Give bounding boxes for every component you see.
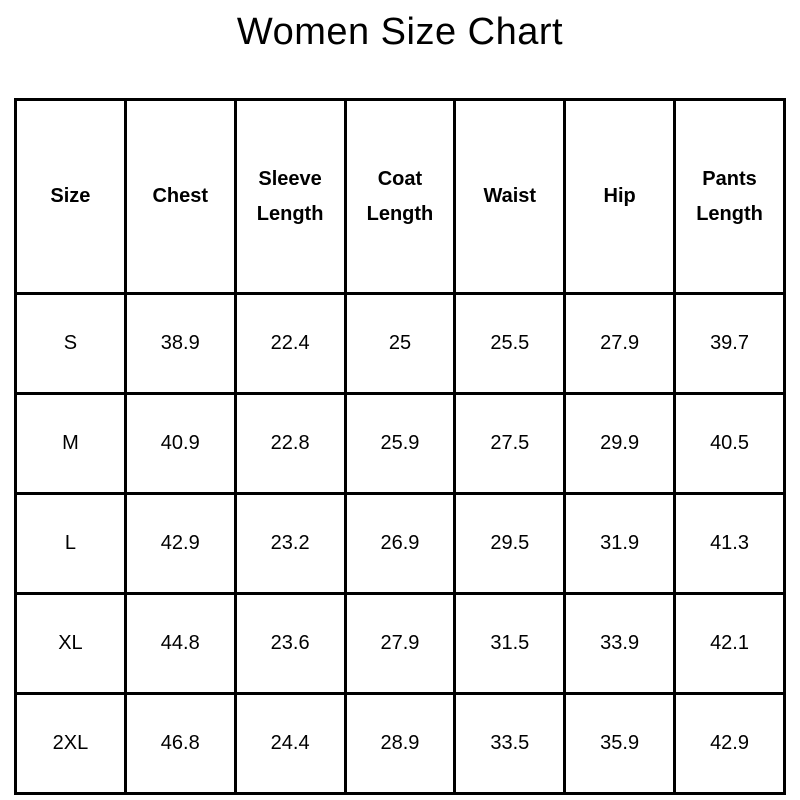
value-cell: 31.9 — [563, 492, 677, 595]
size-cell: 2XL — [14, 692, 127, 795]
column-header-waist: Waist — [453, 98, 567, 295]
table-row-m: M 40.9 22.8 25.9 27.5 29.9 40.5 — [14, 392, 786, 495]
value-cell: 23.2 — [233, 492, 347, 595]
value-cell: 29.9 — [563, 392, 677, 495]
size-cell: M — [14, 392, 127, 495]
table-row-xl: XL 44.8 23.6 27.9 31.5 33.9 42.1 — [14, 592, 786, 695]
value-cell: 42.1 — [673, 592, 786, 695]
table-row-2xl: 2XL 46.8 24.4 28.9 33.5 35.9 42.9 — [14, 692, 786, 795]
value-cell: 31.5 — [453, 592, 567, 695]
value-cell: 23.6 — [233, 592, 347, 695]
value-cell: 29.5 — [453, 492, 567, 595]
value-cell: 27.5 — [453, 392, 567, 495]
value-cell: 25 — [343, 292, 457, 395]
value-cell: 28.9 — [343, 692, 457, 795]
column-header-coat-length: Coat Length — [343, 98, 457, 295]
value-cell: 38.9 — [123, 292, 237, 395]
value-cell: 27.9 — [563, 292, 677, 395]
column-header-pants-length: Pants Length — [673, 98, 786, 295]
value-cell: 42.9 — [123, 492, 237, 595]
size-cell: S — [14, 292, 127, 395]
value-cell: 25.9 — [343, 392, 457, 495]
value-cell: 41.3 — [673, 492, 786, 595]
value-cell: 33.9 — [563, 592, 677, 695]
column-header-chest: Chest — [123, 98, 237, 295]
value-cell: 25.5 — [453, 292, 567, 395]
table-row-s: S 38.9 22.4 25 25.5 27.9 39.7 — [14, 292, 786, 395]
value-cell: 22.8 — [233, 392, 347, 495]
value-cell: 35.9 — [563, 692, 677, 795]
size-cell: XL — [14, 592, 127, 695]
table-row-l: L 42.9 23.2 26.9 29.5 31.9 41.3 — [14, 492, 786, 595]
column-header-sleeve-length: Sleeve Length — [233, 98, 347, 295]
column-header-size: Size — [14, 98, 127, 295]
header-row: Size Chest Sleeve Length Coat Length Wai… — [14, 98, 786, 295]
value-cell: 24.4 — [233, 692, 347, 795]
page-title: Women Size Chart — [236, 11, 564, 53]
value-cell: 44.8 — [123, 592, 237, 695]
value-cell: 22.4 — [233, 292, 347, 395]
size-cell: L — [14, 492, 127, 595]
value-cell: 39.7 — [673, 292, 786, 395]
size-chart-table: Size Chest Sleeve Length Coat Length Wai… — [14, 98, 786, 795]
value-cell: 46.8 — [123, 692, 237, 795]
value-cell: 27.9 — [343, 592, 457, 695]
value-cell: 40.5 — [673, 392, 786, 495]
value-cell: 33.5 — [453, 692, 567, 795]
value-cell: 42.9 — [673, 692, 786, 795]
value-cell: 40.9 — [123, 392, 237, 495]
value-cell: 26.9 — [343, 492, 457, 595]
column-header-hip: Hip — [563, 98, 677, 295]
size-chart-page: Women Size Chart Size Chest Sleeve Lengt… — [0, 10, 800, 800]
